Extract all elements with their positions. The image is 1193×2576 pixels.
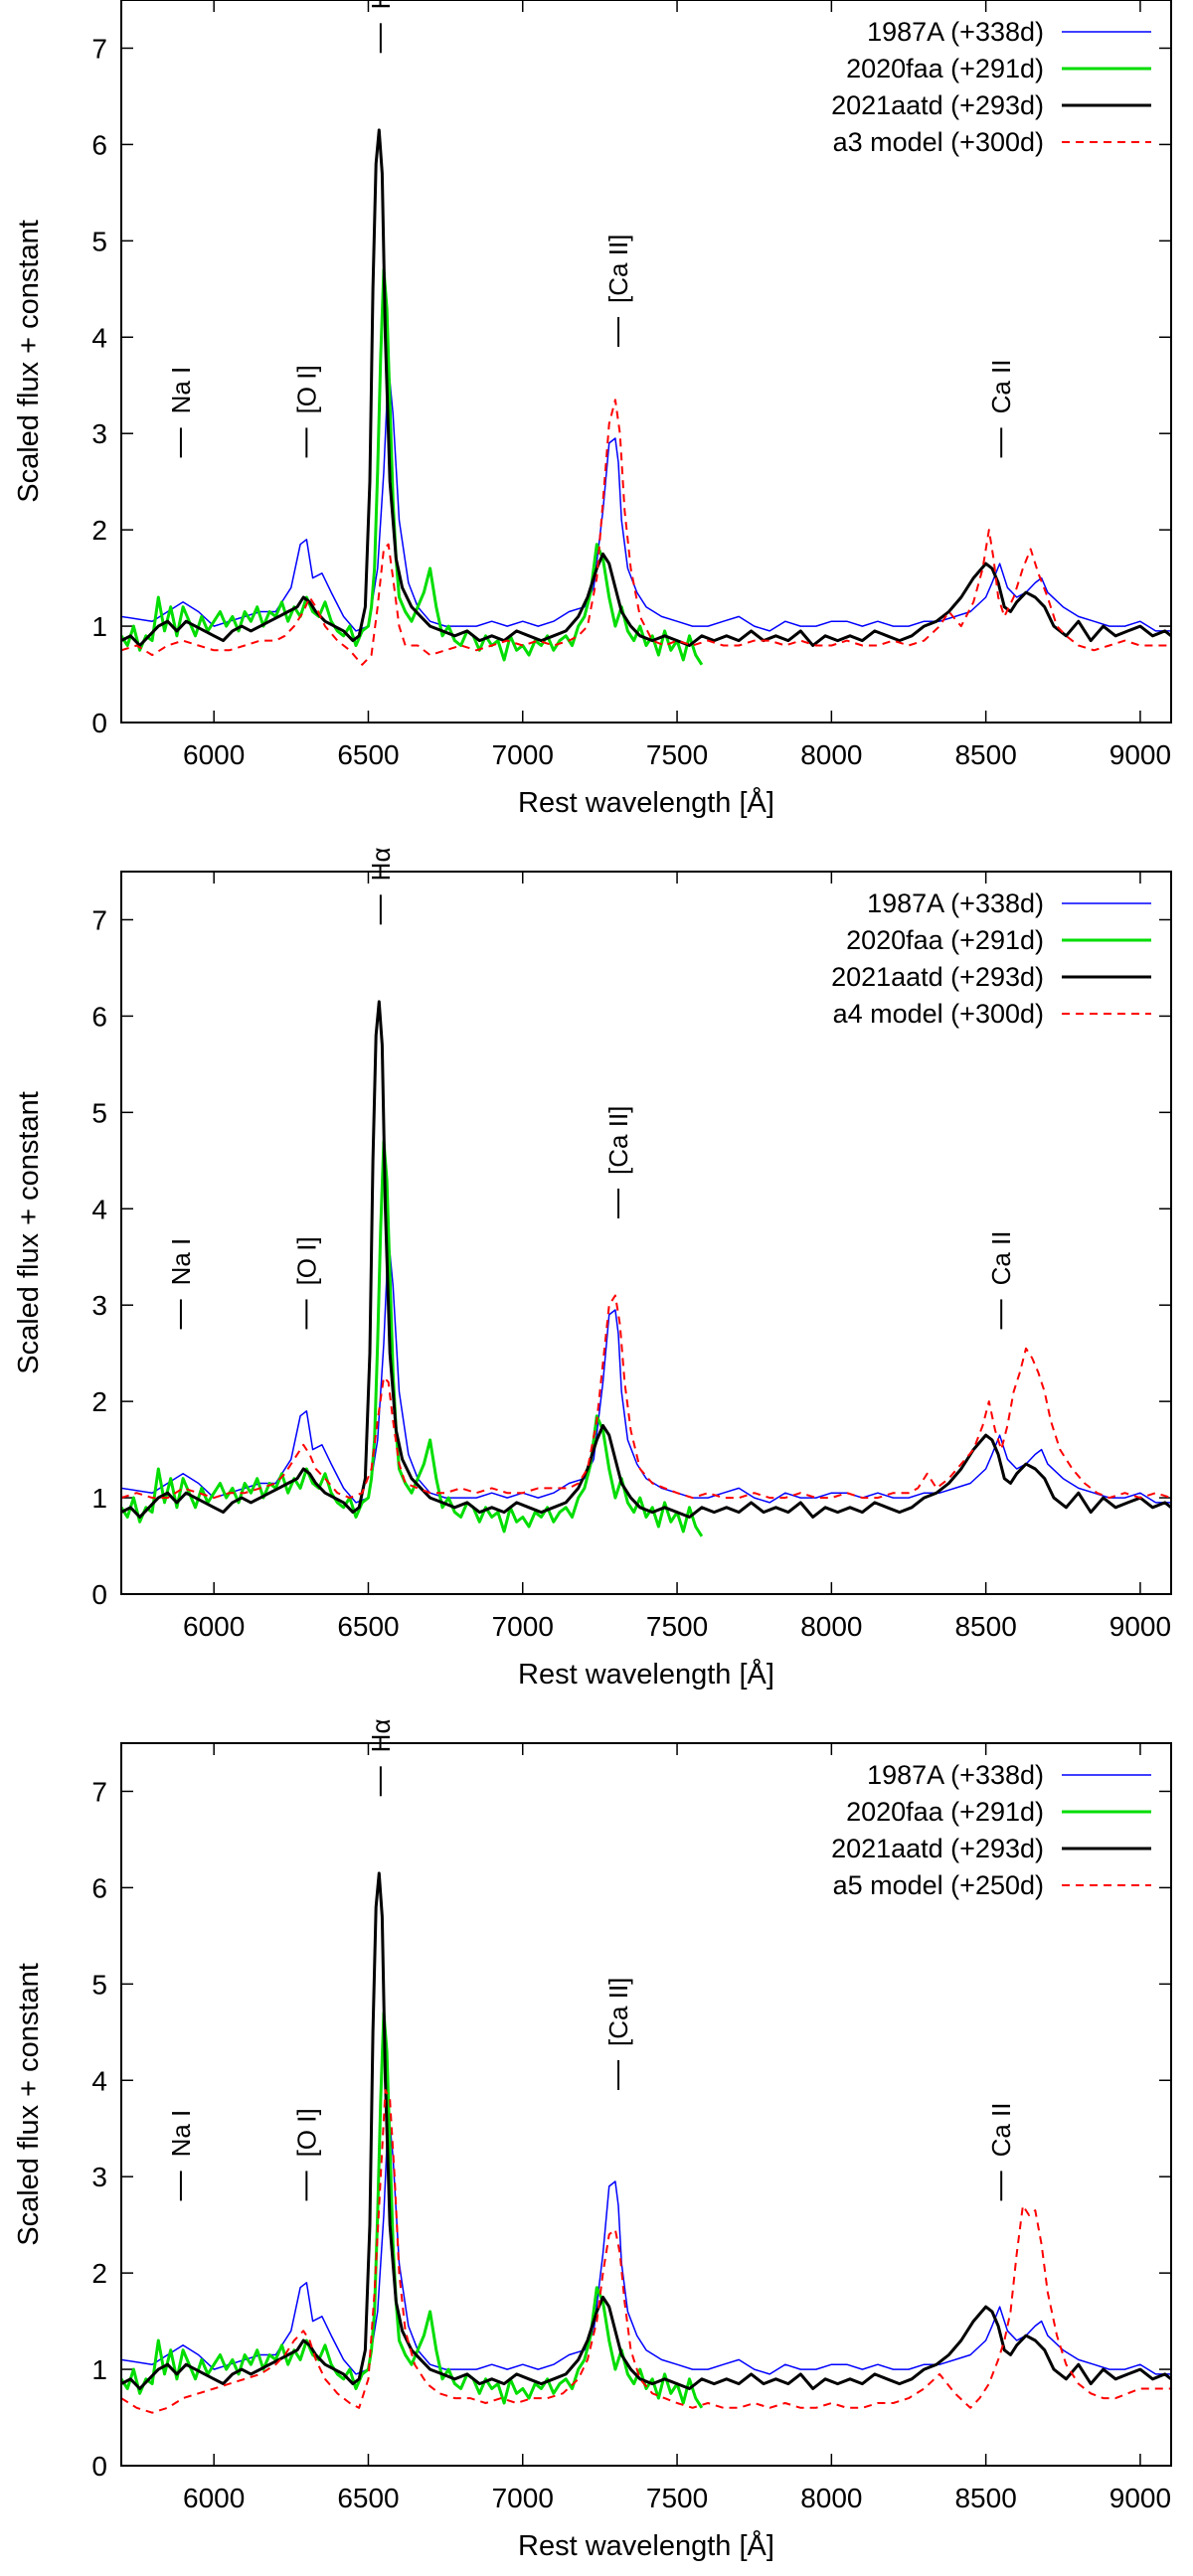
x-tick-label: 8500 xyxy=(954,2483,1016,2513)
x-axis-title: Rest wavelength [Å] xyxy=(518,1658,774,1690)
series-line-4 xyxy=(121,2089,1171,2414)
y-tick-label: 4 xyxy=(91,2065,107,2096)
plot-frame xyxy=(120,1742,1172,2467)
x-tick-label: 8500 xyxy=(954,739,1016,770)
legend-label: 2021aatd (+293d) xyxy=(831,962,1044,992)
line-id-label: [Ca II] xyxy=(603,1106,633,1175)
x-tick-label: 9000 xyxy=(1109,2483,1171,2513)
y-tick-label: 6 xyxy=(91,129,107,160)
y-tick-label: 2 xyxy=(91,1386,107,1417)
line-id-label: Hα xyxy=(366,1719,396,1753)
legend-label: 2021aatd (+293d) xyxy=(831,90,1044,120)
y-axis-title: Scaled flux + constant xyxy=(13,1091,45,1374)
y-tick-label: 3 xyxy=(91,1290,107,1321)
x-tick-label: 8000 xyxy=(800,2483,862,2513)
legend-label: 2020faa (+291d) xyxy=(846,1797,1044,1827)
y-tick-label: 6 xyxy=(91,1872,107,1903)
line-id-label: [O I] xyxy=(291,2108,321,2157)
y-tick-label: 2 xyxy=(91,2258,107,2289)
x-tick-label: 7000 xyxy=(492,2483,554,2513)
y-tick-label: 1 xyxy=(91,2354,107,2385)
series-line-1 xyxy=(121,1236,1171,1504)
x-tick-label: 9000 xyxy=(1109,739,1171,770)
x-tick-label: 8000 xyxy=(800,739,862,770)
series-line-1 xyxy=(121,2108,1171,2375)
legend-label: 1987A (+338d) xyxy=(867,888,1044,918)
plot-area xyxy=(121,1871,1171,2414)
plot-area xyxy=(121,128,1171,666)
x-tick-label: 9000 xyxy=(1109,1611,1171,1642)
x-tick-label: 7500 xyxy=(646,1611,708,1642)
chart-panel-3: 0 1 2 3 4 5 6 7 6000 6500 7000 7500 8000 8500 9000 Rest… xyxy=(13,1719,1172,2562)
line-id-label: Na I xyxy=(166,1238,196,1286)
chart-panel-2: 0 1 2 3 4 5 6 7 6000 6500 7000 7500 8000 8500 9000 Rest… xyxy=(13,848,1172,1690)
line-id-label: [O I] xyxy=(291,1236,321,1285)
series-line-4 xyxy=(121,1294,1171,1500)
x-tick-label: 7500 xyxy=(646,739,708,770)
line-id-label: Ca II xyxy=(986,2103,1016,2158)
x-tick-label: 8500 xyxy=(954,1611,1016,1642)
y-tick-label: 5 xyxy=(91,226,107,256)
x-axis-title: Rest wavelength [Å] xyxy=(518,2529,774,2562)
plot-frame xyxy=(120,871,1172,1595)
x-tick-label: 6000 xyxy=(183,739,245,770)
y-tick-label: 1 xyxy=(91,1483,107,1514)
x-tick-label: 6500 xyxy=(337,739,399,770)
series-line-3 xyxy=(121,1871,1171,2390)
y-tick-label: 7 xyxy=(91,904,107,935)
y-axis-title: Scaled flux + constant xyxy=(13,1963,45,2246)
legend-label: 1987A (+338d) xyxy=(867,1760,1044,1790)
series-line-1 xyxy=(121,365,1171,632)
x-axis-title: Rest wavelength [Å] xyxy=(518,786,774,819)
y-tick-label: 2 xyxy=(91,515,107,546)
x-tick-label: 7000 xyxy=(492,1611,554,1642)
y-tick-label: 5 xyxy=(91,1097,107,1128)
y-tick-label: 0 xyxy=(91,1579,107,1610)
y-tick-label: 0 xyxy=(91,2451,107,2482)
legend-label: a4 model (+300d) xyxy=(833,999,1044,1029)
plot-area xyxy=(121,1000,1171,1537)
legend-label: 1987A (+338d) xyxy=(867,17,1044,47)
y-tick-label: 6 xyxy=(91,1001,107,1032)
y-tick-label: 4 xyxy=(91,1194,107,1224)
legend-label: 2020faa (+291d) xyxy=(846,925,1044,955)
series-line-3 xyxy=(121,128,1171,647)
y-tick-label: 5 xyxy=(91,1969,107,2000)
line-id-label: [Ca II] xyxy=(603,1978,633,2046)
line-id-label: Na I xyxy=(166,367,196,414)
y-tick-label: 7 xyxy=(91,33,107,64)
x-tick-label: 6500 xyxy=(337,2483,399,2513)
line-id-label: Ca II xyxy=(986,360,1016,414)
x-tick-label: 7500 xyxy=(646,2483,708,2513)
series-line-2 xyxy=(121,2011,704,2409)
line-id-label: [O I] xyxy=(291,365,321,413)
line-id-label: Hα xyxy=(366,0,396,9)
x-tick-label: 7000 xyxy=(492,739,554,770)
line-id-label: [Ca II] xyxy=(603,235,633,303)
y-tick-label: 3 xyxy=(91,2162,107,2192)
series-line-3 xyxy=(121,1000,1171,1519)
line-id-label: Hα xyxy=(366,848,396,882)
y-tick-label: 3 xyxy=(91,418,107,449)
legend-label: 2021aatd (+293d) xyxy=(831,1834,1044,1863)
x-tick-label: 6000 xyxy=(183,2483,245,2513)
x-tick-label: 6000 xyxy=(183,1611,245,1642)
y-tick-label: 4 xyxy=(91,322,107,353)
line-id-label: Na I xyxy=(166,2110,196,2158)
legend-label: a5 model (+250d) xyxy=(833,1870,1044,1900)
line-id-label: Ca II xyxy=(986,1231,1016,1286)
y-axis-title: Scaled flux + constant xyxy=(13,220,45,503)
x-tick-label: 8000 xyxy=(800,1611,862,1642)
plot-frame xyxy=(120,0,1172,724)
y-tick-label: 0 xyxy=(91,708,107,738)
series-line-4 xyxy=(121,399,1171,666)
legend-label: 2020faa (+291d) xyxy=(846,54,1044,83)
y-tick-label: 7 xyxy=(91,1776,107,1807)
legend-label: a3 model (+300d) xyxy=(833,127,1044,157)
chart-panel-1: 0 1 2 3 4 5 6 7 6000 6500 7000 7500 8000 8500 9000 Rest… xyxy=(13,0,1172,819)
y-tick-label: 1 xyxy=(91,611,107,642)
x-tick-label: 6500 xyxy=(337,1611,399,1642)
